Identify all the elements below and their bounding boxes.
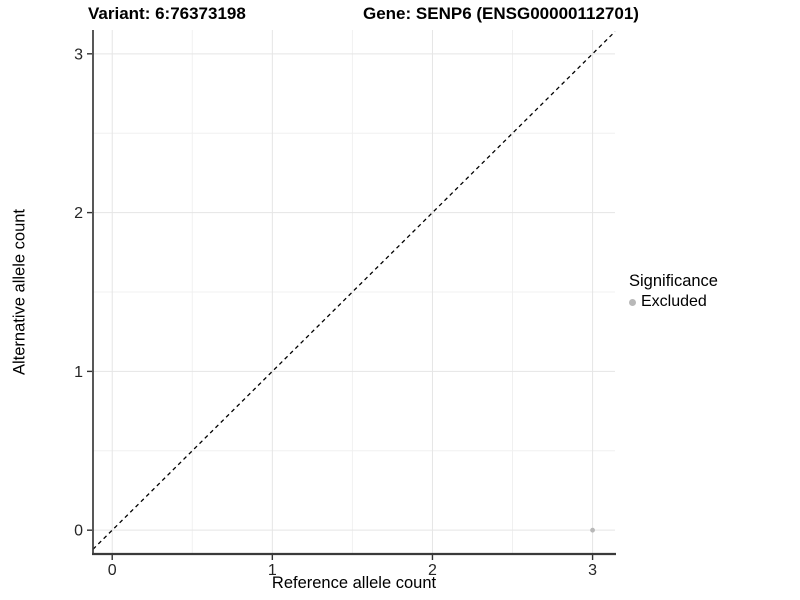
x-axis-title: Reference allele count — [271, 574, 437, 592]
y-tick-label: 0 — [74, 523, 83, 540]
identity-dashed-line — [92, 31, 616, 550]
y-tick-label: 3 — [74, 46, 83, 63]
legend: Significance Excluded — [629, 272, 718, 311]
y-tick-label: 1 — [74, 364, 83, 381]
y-tick-label: 2 — [74, 205, 83, 222]
plot-title-gene: Gene: SENP6 (ENSG00000112701) — [363, 4, 639, 23]
legend-point-icon — [629, 298, 636, 306]
x-tick-label: 3 — [588, 562, 597, 579]
data-point — [590, 527, 595, 533]
legend-item-label: Excluded — [641, 293, 707, 310]
y-axis-title: Alternative allele count — [10, 208, 29, 376]
legend-item-excluded: Excluded — [629, 293, 718, 311]
plot-title-variant: Variant: 6:76373198 — [88, 4, 246, 23]
x-tick-label: 1 — [268, 562, 277, 579]
x-tick-label: 2 — [428, 562, 437, 579]
legend-title: Significance — [629, 272, 718, 290]
x-tick-label: 0 — [108, 562, 117, 579]
